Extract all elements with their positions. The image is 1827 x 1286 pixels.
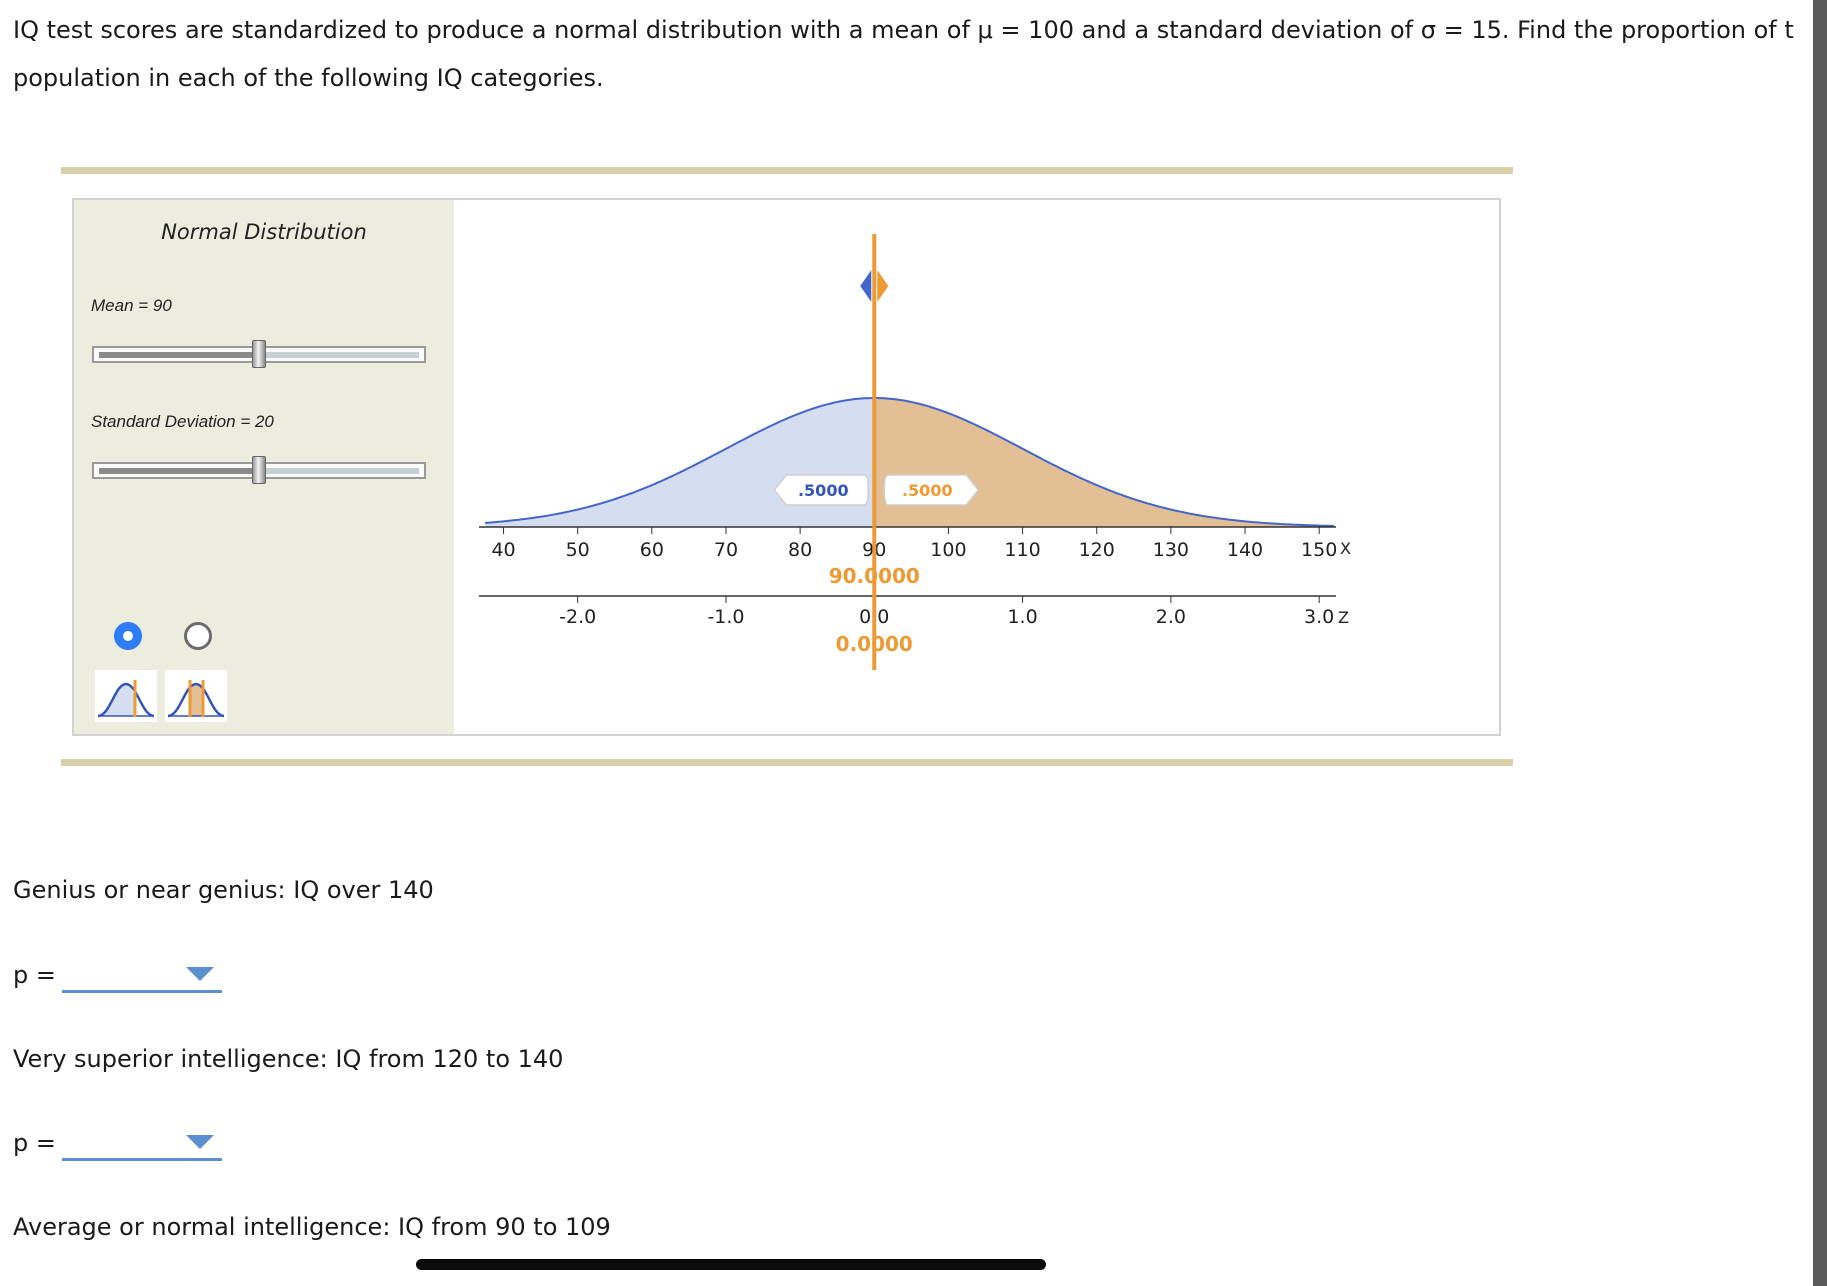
x-tick-label: 70 xyxy=(714,539,738,561)
z-tick-label: 2.0 xyxy=(1156,606,1186,628)
right-area-label: .5000 xyxy=(883,474,980,506)
sd-slider[interactable] xyxy=(92,456,426,484)
cut-handle-left-arrow[interactable] xyxy=(860,270,872,302)
chevron-down-icon[interactable] xyxy=(186,967,214,981)
x-tick-label: 80 xyxy=(788,539,812,561)
z-axis-letter: Z xyxy=(1338,608,1349,627)
mean-slider-handle[interactable] xyxy=(252,340,266,368)
sd-slider-fill xyxy=(99,468,252,474)
left-area-value: .5000 xyxy=(798,481,849,500)
mean-label: Mean = 90 xyxy=(91,296,172,315)
mean-slider-fill xyxy=(99,352,252,358)
applet-title: Normal Distribution xyxy=(161,220,367,244)
z-tick-label: -1.0 xyxy=(707,606,744,628)
two-cut-curve-icon[interactable] xyxy=(165,670,227,722)
distribution-plot: 405060708090100110120130140150 X -2.0-1.… xyxy=(479,234,1351,670)
cut-z-readout: 0.0000 xyxy=(836,632,913,656)
left-area-label: .5000 xyxy=(773,474,870,506)
applet-top-band xyxy=(61,167,1513,174)
x-tick-label: 140 xyxy=(1227,539,1263,561)
problem-average: Average or normal intelligence: IQ from … xyxy=(13,1213,611,1241)
left-area xyxy=(485,398,875,527)
x-tick-label: 130 xyxy=(1153,539,1189,561)
normal-distribution-applet: Normal Distribution Mean = 90 Standard D… xyxy=(72,198,1501,736)
x-tick-label: 120 xyxy=(1079,539,1115,561)
p-label-very-superior: p = xyxy=(13,1129,56,1157)
right-area xyxy=(874,398,1334,527)
x-tick-label: 100 xyxy=(930,539,966,561)
z-tick-label: 3.0 xyxy=(1304,606,1334,628)
sd-label: Standard Deviation = 20 xyxy=(91,412,274,431)
x-tick-label: 110 xyxy=(1004,539,1040,561)
question-line-1: IQ test scores are standardized to produ… xyxy=(13,16,1794,44)
right-area-value: .5000 xyxy=(902,481,953,500)
home-indicator xyxy=(416,1259,1046,1270)
p-label-genius: p = xyxy=(13,961,56,989)
chevron-down-icon[interactable] xyxy=(186,1135,214,1149)
mean-slider[interactable] xyxy=(92,340,426,368)
mode-radio-one-tail[interactable] xyxy=(114,622,142,650)
x-tick-label: 150 xyxy=(1301,539,1337,561)
cut-handle-right-arrow[interactable] xyxy=(877,270,889,302)
x-axis-ticks: 405060708090100110120130140150 xyxy=(491,527,1337,561)
problem-genius: Genius or near genius: IQ over 140 xyxy=(13,876,434,904)
one-cut-curve-icon[interactable] xyxy=(95,670,157,722)
z-axis-ticks: -2.0-1.00.01.02.03.0 xyxy=(559,596,1334,628)
x-tick-label: 60 xyxy=(640,539,664,561)
density-curve xyxy=(484,397,1334,527)
mode-radio-two-cuts[interactable] xyxy=(184,622,212,650)
question-line-2: population in each of the following IQ c… xyxy=(13,64,604,92)
applet-bottom-band xyxy=(61,759,1513,766)
x-tick-label: 40 xyxy=(491,539,515,561)
x-axis-letter: X xyxy=(1340,539,1351,558)
sd-slider-track xyxy=(266,468,419,474)
z-tick-label: 1.0 xyxy=(1007,606,1037,628)
control-panel: Normal Distribution Mean = 90 Standard D… xyxy=(74,200,454,734)
problem-very-superior: Very superior intelligence: IQ from 120 … xyxy=(13,1045,564,1073)
cut-x-readout: 90.0000 xyxy=(829,564,920,588)
answer-dropdown-very-superior[interactable] xyxy=(62,1125,222,1161)
answer-dropdown-genius[interactable] xyxy=(62,957,222,993)
mean-slider-track xyxy=(266,352,419,358)
sd-slider-handle[interactable] xyxy=(252,456,266,484)
x-tick-label: 50 xyxy=(566,539,590,561)
scrollbar[interactable] xyxy=(1813,0,1827,1286)
question-text: IQ test scores are standardized to produ… xyxy=(13,6,1803,102)
z-tick-label: -2.0 xyxy=(559,606,596,628)
